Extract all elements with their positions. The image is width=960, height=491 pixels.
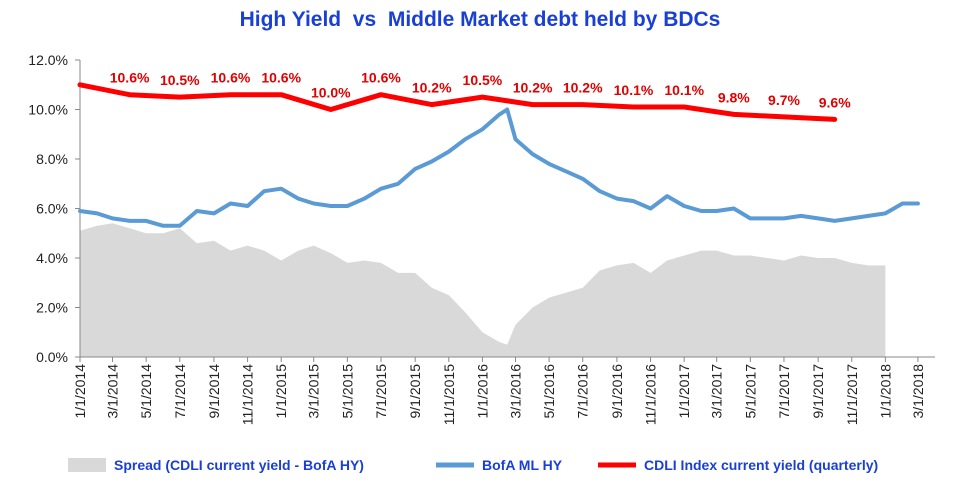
cdli-data-label: 10.5% xyxy=(463,72,503,88)
y-tick-label: 4.0% xyxy=(36,250,68,266)
bofa-hy-line xyxy=(78,107,920,228)
spread-area-layer xyxy=(80,223,886,357)
x-tick-label: 9/1/2014 xyxy=(206,364,222,419)
cdli-data-label: 10.2% xyxy=(563,80,603,96)
y-tick-label: 0.0% xyxy=(36,349,68,365)
cdli-data-label: 9.6% xyxy=(819,94,851,110)
legend-label-spread: Spread (CDLI current yield - BofA HY) xyxy=(114,457,364,473)
x-tick-label: 5/1/2014 xyxy=(138,364,154,419)
x-tick-label: 7/1/2016 xyxy=(575,364,591,419)
x-tick-label: 5/1/2017 xyxy=(742,364,758,419)
x-tick-label: 3/1/2014 xyxy=(105,364,121,419)
legend-label-cdli: CDLI Index current yield (quarterly) xyxy=(644,457,878,473)
cdli-data-label: 10.6% xyxy=(361,70,401,86)
cdli-data-label: 10.6% xyxy=(261,70,301,86)
x-tick-label: 1/1/2018 xyxy=(877,364,893,419)
y-tick-label: 2.0% xyxy=(36,300,68,316)
y-tick-label: 6.0% xyxy=(36,201,68,217)
cdli-data-label: 9.7% xyxy=(768,92,800,108)
x-tick-label: 3/1/2015 xyxy=(306,364,322,419)
cdli-data-label: 10.6% xyxy=(211,70,251,86)
axis-layer: 0.0% 2.0% 4.0% 6.0% 8.0% 10.0% 12.0% 1/1/2014 3/… xyxy=(28,52,935,425)
x-tick-label: 7/1/2014 xyxy=(172,364,188,419)
x-tick-label: 7/1/2015 xyxy=(373,364,389,419)
x-tick-label: 3/1/2018 xyxy=(910,364,926,419)
y-tick-label: 12.0% xyxy=(28,52,68,68)
x-tick-label: 11/1/2017 xyxy=(844,364,860,425)
legend-swatch-spread xyxy=(68,458,106,472)
x-tick-label: 3/1/2017 xyxy=(709,364,725,419)
x-tick-label: 11/1/2016 xyxy=(643,364,659,425)
cdli-data-label: 10.5% xyxy=(160,72,200,88)
x-tick-label: 1/1/2015 xyxy=(273,364,289,419)
x-tick-label: 9/1/2017 xyxy=(810,364,826,419)
series-lines-layer xyxy=(77,82,920,228)
x-tick-label: 7/1/2017 xyxy=(776,364,792,419)
legend: Spread (CDLI current yield - BofA HY) Bof… xyxy=(68,457,878,473)
cdli-data-label: 10.1% xyxy=(664,82,704,98)
x-tick-label: 5/1/2016 xyxy=(541,364,557,419)
y-tick-label: 10.0% xyxy=(28,102,68,118)
x-tick-label: 1/1/2017 xyxy=(676,364,692,419)
x-tick-label: 9/1/2016 xyxy=(609,364,625,419)
x-tick-label: 1/1/2016 xyxy=(474,364,490,419)
spread-area xyxy=(80,223,886,357)
cdli-data-label: 10.0% xyxy=(311,85,351,101)
cdli-yield-line xyxy=(77,82,838,122)
chart-title: High Yield vs Middle Market debt held by… xyxy=(239,8,721,31)
x-tick-label: 3/1/2016 xyxy=(508,364,524,419)
x-tick-label: 11/1/2014 xyxy=(240,364,256,425)
data-labels-layer: 10.6% 10.5% 10.6% 10.6% 10.0% 10.6% 10.2% 10.5%… xyxy=(110,70,851,111)
x-tick-label: 1/1/2014 xyxy=(72,364,88,419)
cdli-data-label: 9.8% xyxy=(718,89,750,105)
x-tick-label: 11/1/2015 xyxy=(441,364,457,425)
cdli-data-label: 10.1% xyxy=(614,82,654,98)
legend-label-bofa: BofA ML HY xyxy=(482,457,563,473)
x-tick-label: 5/1/2015 xyxy=(339,364,355,419)
x-tick-label: 9/1/2015 xyxy=(407,364,423,419)
cdli-data-label: 10.2% xyxy=(513,80,553,96)
cdli-data-label: 10.6% xyxy=(110,70,150,86)
cdli-data-label: 10.2% xyxy=(412,80,452,96)
y-tick-label: 8.0% xyxy=(36,151,68,167)
